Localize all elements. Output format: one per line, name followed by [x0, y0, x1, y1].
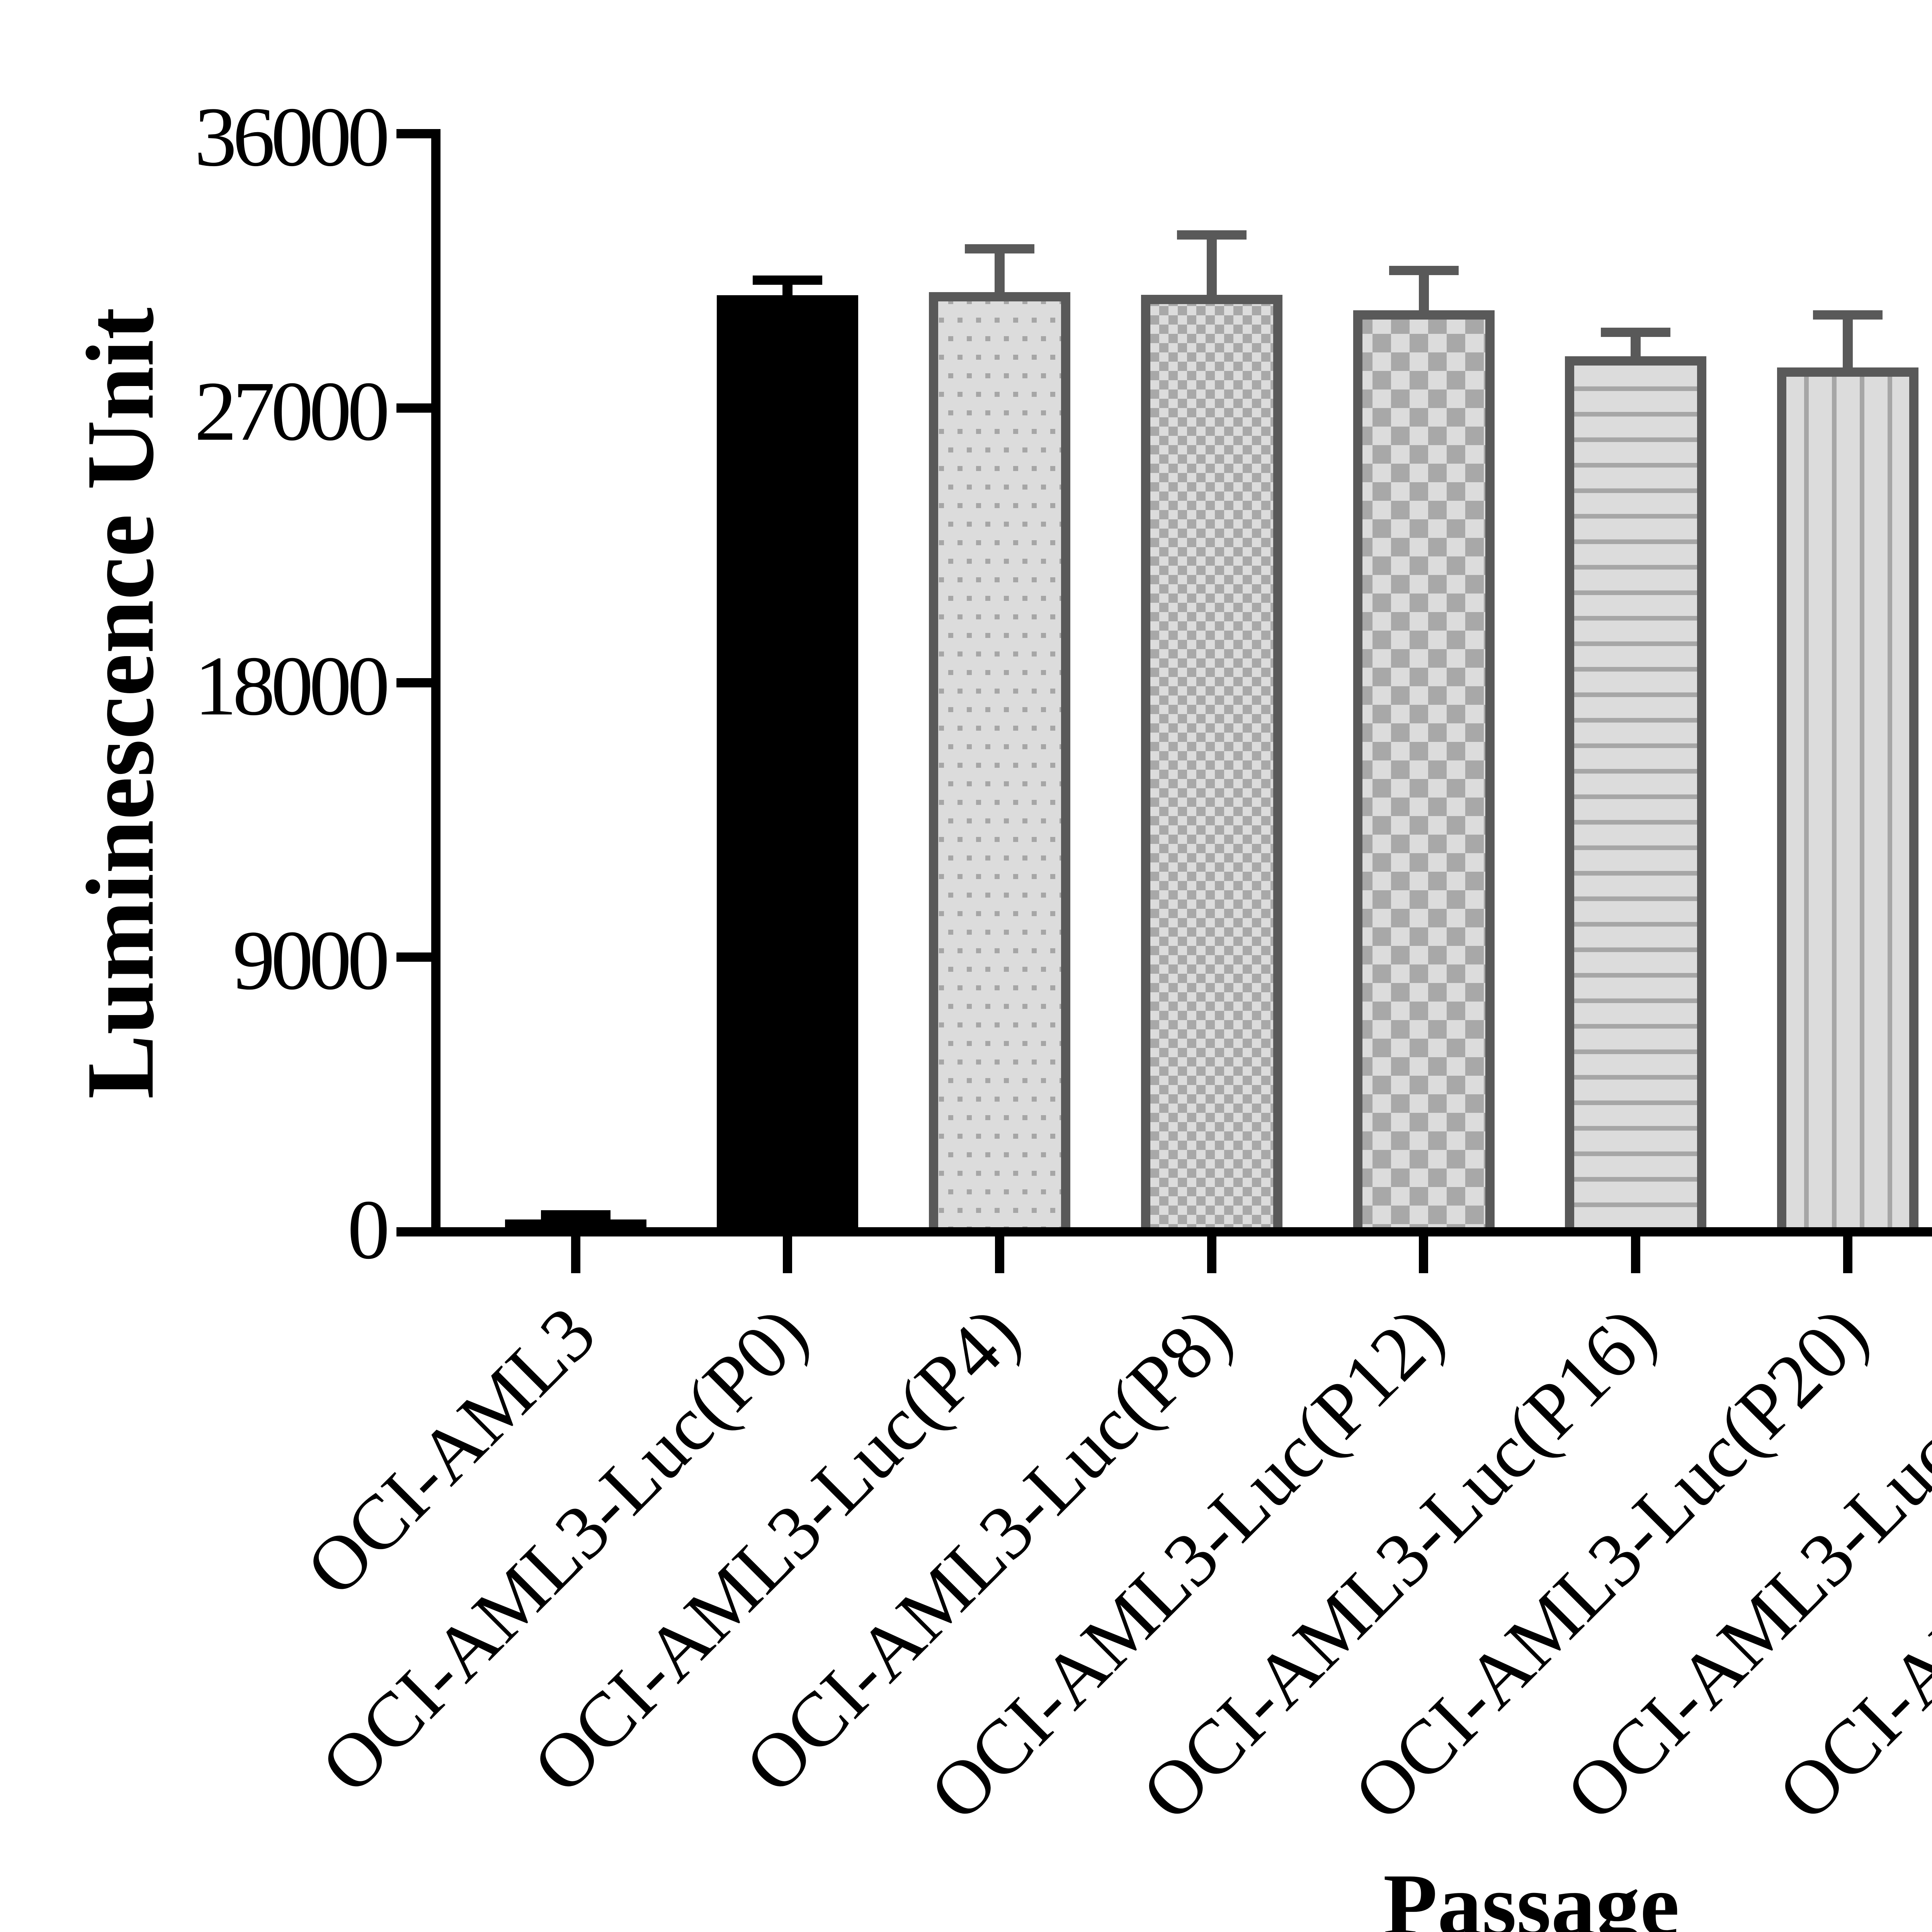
- svg-text:Luminescence Unit: Luminescence Unit: [67, 308, 174, 1099]
- svg-text:36000: 36000: [194, 90, 387, 184]
- svg-text:Passage: Passage: [1383, 1855, 1680, 1932]
- svg-text:18000: 18000: [194, 639, 387, 733]
- svg-text:27000: 27000: [194, 364, 387, 458]
- svg-text:9000: 9000: [233, 913, 387, 1007]
- svg-text:0: 0: [347, 1182, 387, 1277]
